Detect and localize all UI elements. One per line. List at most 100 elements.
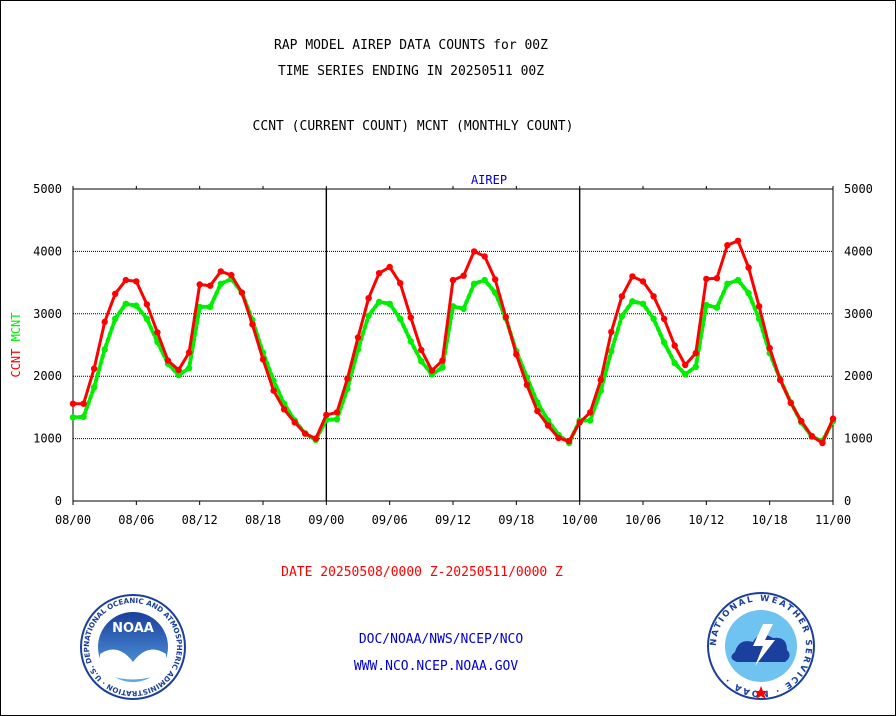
data-point-mcnt <box>365 312 372 319</box>
data-point-ccnt <box>154 329 161 336</box>
data-point-ccnt <box>291 419 298 426</box>
data-point-mcnt <box>418 358 425 365</box>
x-tick-label: 10/00 <box>562 513 598 527</box>
x-tick-label: 11/00 <box>815 513 851 527</box>
data-point-mcnt <box>143 315 151 322</box>
data-point-mcnt <box>671 359 678 367</box>
data-point-ccnt <box>618 293 626 300</box>
org-path-label: DOC/NOAA/NWS/NCEP/NCO <box>358 632 524 647</box>
noaa-logo-text: NOAA <box>112 621 154 636</box>
y-axis-label-mcnt: MCNT <box>9 312 23 341</box>
data-point-mcnt <box>724 280 731 287</box>
data-point-ccnt <box>682 361 689 369</box>
y-tick-label-left: 2000 <box>33 369 62 383</box>
data-point-ccnt <box>713 275 721 282</box>
data-point-mcnt <box>682 371 689 378</box>
y-tick-label-left: 0 <box>55 494 62 508</box>
nws-logo: NATIONAL WEATHER SERVICE · NOAA · <box>707 592 815 700</box>
x-tick-label: 09/00 <box>308 513 344 527</box>
data-point-ccnt <box>249 321 256 328</box>
data-point-ccnt <box>829 415 837 422</box>
data-point-ccnt <box>207 282 214 289</box>
data-point-ccnt <box>238 289 246 296</box>
data-point-ccnt <box>143 301 151 308</box>
data-point-mcnt <box>196 303 203 311</box>
data-point-ccnt <box>724 242 731 249</box>
date-range-label: DATE 20250508/0000 Z-20250511/0000 Z <box>281 565 563 580</box>
data-point-ccnt <box>449 276 457 284</box>
data-point-ccnt <box>745 264 752 271</box>
data-point-ccnt <box>312 435 319 442</box>
data-point-ccnt <box>565 437 573 445</box>
data-point-mcnt <box>481 276 488 284</box>
data-point-mcnt <box>386 300 393 307</box>
data-point-ccnt <box>755 303 763 310</box>
data-point-ccnt <box>354 334 362 341</box>
data-point-ccnt <box>650 293 657 300</box>
y-tick-label-left: 5000 <box>33 182 62 196</box>
data-point-mcnt <box>745 290 752 297</box>
x-tick-label: 10/18 <box>752 513 788 527</box>
data-point-ccnt <box>90 365 98 372</box>
data-point-ccnt <box>692 349 699 357</box>
data-point-ccnt <box>280 406 288 413</box>
data-point-ccnt <box>597 376 604 384</box>
data-point-ccnt <box>777 376 784 384</box>
data-point-mcnt <box>608 348 615 355</box>
data-point-ccnt <box>185 349 193 356</box>
data-point-ccnt <box>734 237 742 244</box>
y-tick-label-right: 3000 <box>844 307 873 321</box>
data-point-mcnt <box>407 338 414 345</box>
data-point-ccnt <box>323 411 330 419</box>
data-point-ccnt <box>502 313 509 321</box>
x-tick-label: 08/06 <box>118 513 154 527</box>
data-point-ccnt <box>555 434 562 442</box>
data-point-mcnt <box>692 363 699 370</box>
x-tick-label: 09/18 <box>498 513 534 527</box>
chart-title-line2: TIME SERIES ENDING IN 20250511 00Z <box>277 64 545 79</box>
chart-title-line1: RAP MODEL AIREP DATA COUNTS for 00Z <box>274 38 548 53</box>
x-tick-label: 10/12 <box>688 513 724 527</box>
data-point-mcnt <box>112 315 119 322</box>
data-point-ccnt <box>375 270 383 277</box>
data-point-ccnt <box>523 381 531 389</box>
data-point-ccnt <box>470 248 478 255</box>
data-point-ccnt <box>787 399 794 407</box>
data-point-ccnt <box>302 430 309 437</box>
y-tick-label-left: 1000 <box>33 432 62 446</box>
data-point-ccnt <box>101 318 108 326</box>
data-point-mcnt <box>122 300 129 307</box>
data-point-mcnt <box>397 315 404 322</box>
data-point-ccnt <box>798 417 805 425</box>
data-point-ccnt <box>270 387 277 394</box>
data-point-mcnt <box>101 346 108 353</box>
data-point-mcnt <box>703 301 710 309</box>
y-axis-label: CCNT MCNT <box>9 312 23 377</box>
data-point-ccnt <box>259 356 267 363</box>
data-point-ccnt <box>513 351 520 358</box>
data-point-ccnt <box>703 275 710 283</box>
series-line-ccnt <box>73 239 835 445</box>
data-point-ccnt <box>608 328 615 336</box>
data-point-ccnt <box>112 290 119 297</box>
data-point-mcnt <box>133 302 140 309</box>
chart-subtitle: CCNT (CURRENT COUNT) MCNT (MONTHLY COUNT… <box>252 119 574 134</box>
data-point-ccnt <box>576 419 583 426</box>
y-tick-label-right: 1000 <box>844 432 873 446</box>
data-point-mcnt <box>639 300 647 307</box>
data-point-ccnt <box>428 367 436 374</box>
data-point-ccnt <box>492 276 499 283</box>
data-point-mcnt <box>333 416 341 423</box>
data-point-ccnt <box>164 357 172 364</box>
plot-border <box>72 188 834 502</box>
data-point-mcnt <box>69 414 77 421</box>
data-point-ccnt <box>196 281 203 288</box>
data-point-mcnt <box>587 417 594 424</box>
website-link[interactable]: WWW.NCO.NCEP.NOAA.GOV <box>353 659 519 674</box>
data-point-mcnt <box>734 276 742 284</box>
y-axis-label-ccnt: CCNT <box>9 341 23 377</box>
data-point-ccnt <box>407 314 414 321</box>
data-point-ccnt <box>819 439 826 447</box>
data-point-mcnt <box>650 315 657 322</box>
